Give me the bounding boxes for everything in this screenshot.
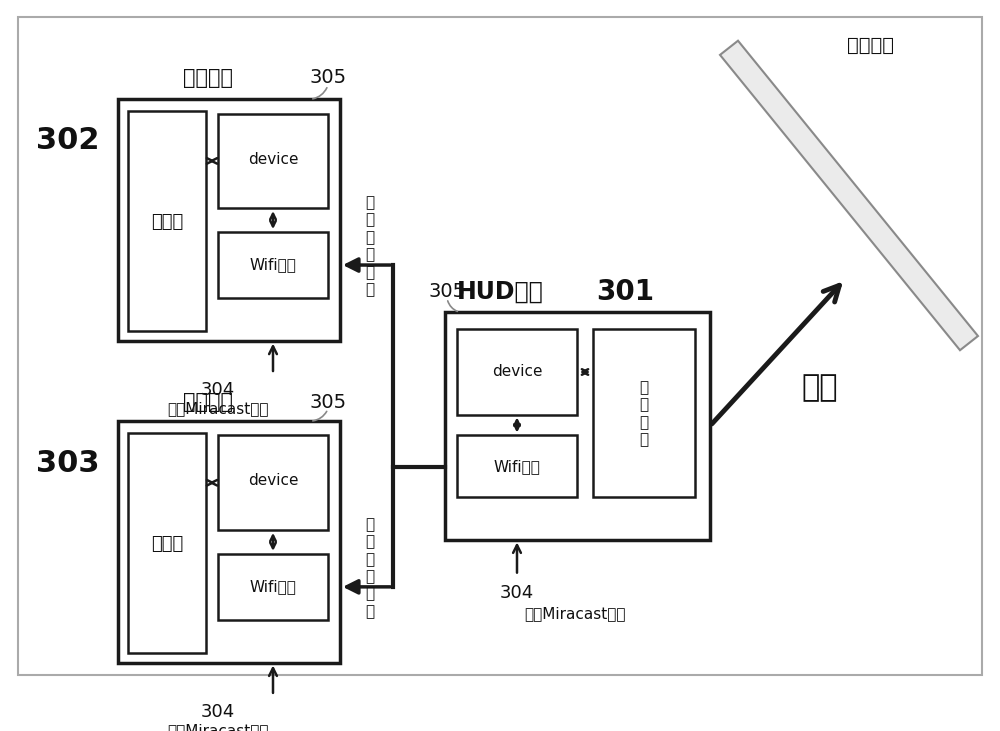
Text: 301: 301 — [596, 278, 654, 306]
Text: 显示屏: 显示屏 — [151, 213, 183, 232]
Text: 加载Miracast协议: 加载Miracast协议 — [167, 401, 269, 417]
Text: 显示屏: 显示屏 — [151, 535, 183, 553]
Text: 车载导航: 车载导航 — [183, 393, 233, 412]
Bar — [457, 330, 577, 414]
Text: 终端设备: 终端设备 — [183, 67, 233, 88]
Text: 加载Miracast协议: 加载Miracast协议 — [524, 606, 626, 621]
Text: device: device — [492, 365, 542, 379]
Text: 305: 305 — [309, 393, 347, 412]
Text: Wifi模块: Wifi模块 — [250, 580, 296, 594]
Text: 投影: 投影 — [802, 374, 838, 403]
Bar — [218, 232, 328, 298]
Text: 304: 304 — [500, 585, 534, 602]
Text: 加载Miracast协议: 加载Miracast协议 — [167, 723, 269, 731]
Text: 同
屏
镜
像
显
示: 同 屏 镜 像 显 示 — [365, 195, 375, 297]
Text: 305: 305 — [428, 282, 466, 301]
Text: 303: 303 — [36, 450, 100, 478]
Bar — [457, 436, 577, 497]
Bar — [128, 111, 206, 331]
Text: device: device — [248, 151, 298, 167]
Text: 304: 304 — [201, 381, 235, 399]
Text: 挡风玻璃: 挡风玻璃 — [846, 36, 894, 55]
Bar — [445, 312, 710, 539]
Text: HUD设备: HUD设备 — [457, 279, 543, 303]
Text: 同
屏
镜
像
显
示: 同 屏 镜 像 显 示 — [365, 517, 375, 619]
Text: 304: 304 — [201, 702, 235, 721]
Bar — [128, 433, 206, 653]
Bar — [218, 113, 328, 208]
Bar — [118, 421, 340, 662]
Bar — [593, 330, 695, 497]
Text: 302: 302 — [36, 126, 100, 154]
Bar — [218, 554, 328, 620]
Text: 305: 305 — [309, 68, 347, 87]
Text: Wifi模块: Wifi模块 — [494, 459, 540, 474]
Bar — [218, 436, 328, 530]
Polygon shape — [720, 41, 978, 350]
Bar — [118, 99, 340, 341]
Text: device: device — [248, 474, 298, 488]
Text: Wifi模块: Wifi模块 — [250, 257, 296, 273]
Text: 投
影
部
分: 投 影 部 分 — [639, 380, 649, 447]
